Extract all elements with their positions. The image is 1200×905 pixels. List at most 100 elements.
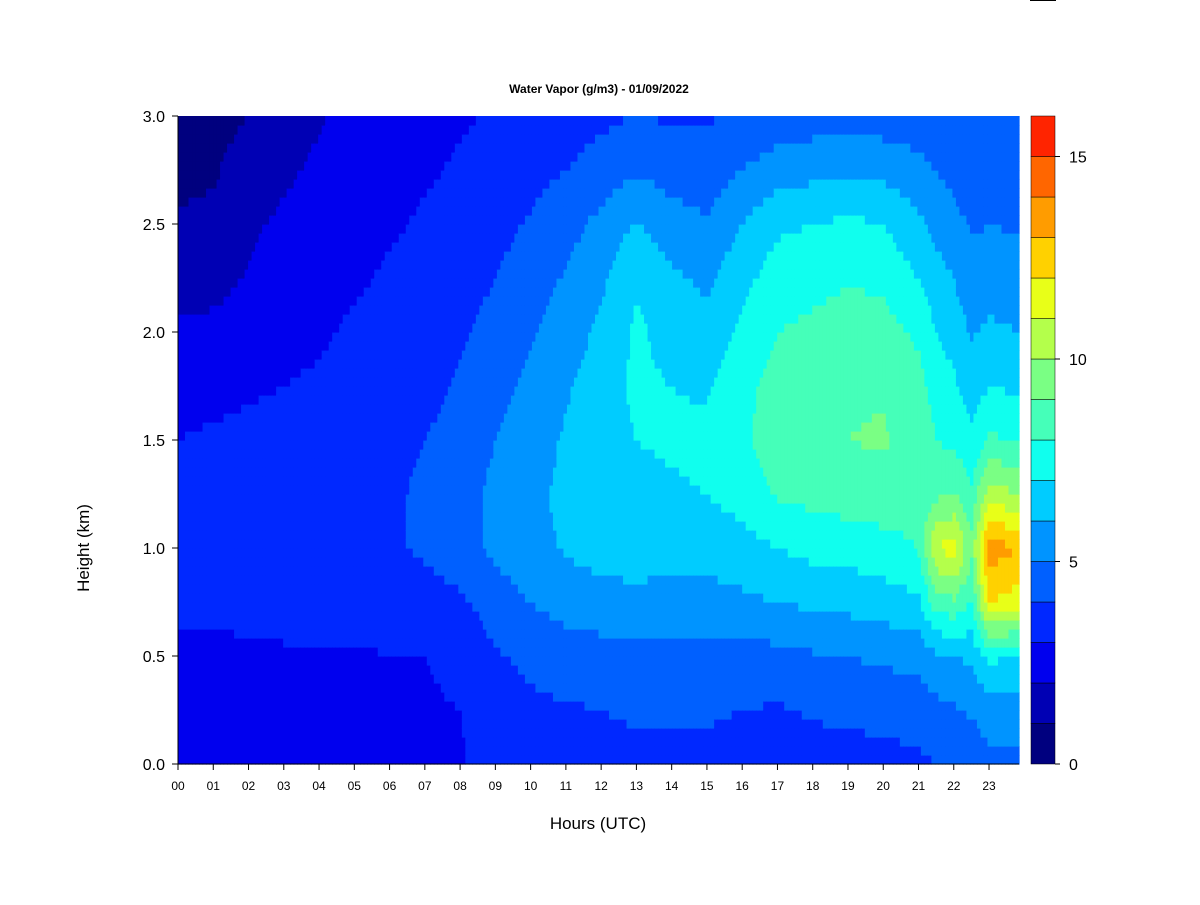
heatmap-cell xyxy=(178,278,183,288)
heatmap-cell xyxy=(279,566,284,576)
heatmap-cell xyxy=(402,206,407,216)
heatmap-cell xyxy=(181,152,186,162)
heatmap-cell xyxy=(360,431,365,441)
heatmap-cell xyxy=(248,755,253,765)
heatmap-cell xyxy=(181,260,186,270)
heatmap-cell xyxy=(213,449,218,459)
heatmap-cell xyxy=(363,629,368,639)
heatmap-cell xyxy=(209,179,214,189)
heatmap-cell xyxy=(251,242,256,252)
heatmap-cell xyxy=(206,692,211,702)
heatmap-cell xyxy=(293,215,298,225)
heatmap-cell xyxy=(374,557,379,567)
heatmap-cell xyxy=(293,134,298,144)
heatmap-cell xyxy=(220,368,225,378)
heatmap-cell xyxy=(202,674,207,684)
heatmap-cell xyxy=(398,260,403,270)
heatmap-cell xyxy=(181,278,186,288)
heatmap-cell xyxy=(293,593,298,603)
heatmap-cell xyxy=(374,710,379,720)
heatmap-cell xyxy=(283,647,288,657)
heatmap-cell xyxy=(269,305,274,315)
heatmap-cell xyxy=(374,395,379,405)
heatmap-cell xyxy=(402,377,407,387)
heatmap-cell xyxy=(360,134,365,144)
heatmap-cell xyxy=(370,206,375,216)
heatmap-cell xyxy=(185,665,190,675)
heatmap-cell xyxy=(300,368,305,378)
heatmap-cell xyxy=(223,260,228,270)
heatmap-cell xyxy=(216,242,221,252)
heatmap-cell xyxy=(356,341,361,351)
heatmap-cell xyxy=(349,377,354,387)
heatmap-cell xyxy=(258,728,263,738)
heatmap-cell xyxy=(269,458,274,468)
heatmap-cell xyxy=(321,728,326,738)
heatmap-cell xyxy=(419,566,424,576)
heatmap-cell xyxy=(293,458,298,468)
heatmap-cell xyxy=(409,638,414,648)
heatmap-cell xyxy=(199,440,204,450)
heatmap-cell xyxy=(279,404,284,414)
heatmap-cell xyxy=(227,746,232,756)
heatmap-cell xyxy=(241,260,246,270)
heatmap-cell xyxy=(213,548,218,558)
heatmap-cell xyxy=(304,449,309,459)
heatmap-cell xyxy=(391,755,396,765)
heatmap-cell xyxy=(307,755,312,765)
heatmap-cell xyxy=(213,323,218,333)
heatmap-cell xyxy=(339,125,344,135)
heatmap-cell xyxy=(304,431,309,441)
heatmap-cell xyxy=(367,566,372,576)
heatmap-cell xyxy=(307,404,312,414)
heatmap-cell xyxy=(209,674,214,684)
heatmap-cell xyxy=(318,719,323,729)
heatmap-cell xyxy=(234,728,239,738)
heatmap-cell xyxy=(342,647,347,657)
heatmap-cell xyxy=(192,566,197,576)
heatmap-cell xyxy=(293,503,298,513)
heatmap-cell xyxy=(255,548,260,558)
heatmap-cell xyxy=(272,341,277,351)
heatmap-cell xyxy=(409,332,414,342)
heatmap-cell xyxy=(272,611,277,621)
heatmap-cell xyxy=(255,314,260,324)
heatmap-cell xyxy=(276,314,281,324)
heatmap-cell xyxy=(363,485,368,495)
heatmap-cell xyxy=(332,161,337,171)
heatmap-cell xyxy=(370,539,375,549)
heatmap-cell xyxy=(244,494,249,504)
heatmap-cell xyxy=(363,593,368,603)
heatmap-cell xyxy=(290,737,295,747)
heatmap-cell xyxy=(318,503,323,513)
heatmap-cell xyxy=(283,602,288,612)
heatmap-cell xyxy=(405,404,410,414)
heatmap-cell xyxy=(349,665,354,675)
heatmap-cell xyxy=(185,494,190,504)
heatmap-cell xyxy=(367,224,372,234)
heatmap-cell xyxy=(332,278,337,288)
heatmap-cell xyxy=(370,143,375,153)
heatmap-cell xyxy=(363,440,368,450)
heatmap-cell xyxy=(293,152,298,162)
heatmap-cell xyxy=(409,260,414,270)
heatmap-cell xyxy=(307,143,312,153)
heatmap-cell xyxy=(262,503,267,513)
heatmap-cell xyxy=(391,584,396,594)
heatmap-cell xyxy=(283,566,288,576)
heatmap-cell xyxy=(374,737,379,747)
heatmap-cell xyxy=(416,629,421,639)
heatmap-cell xyxy=(384,593,389,603)
heatmap-cell xyxy=(304,719,309,729)
heatmap-cell xyxy=(199,278,204,288)
heatmap-cell xyxy=(230,206,235,216)
heatmap-cell xyxy=(230,152,235,162)
heatmap-cell xyxy=(206,305,211,315)
heatmap-cell xyxy=(367,485,372,495)
heatmap-cell xyxy=(209,278,214,288)
heatmap-cell xyxy=(367,575,372,585)
heatmap-cell xyxy=(279,485,284,495)
heatmap-cell xyxy=(195,359,200,369)
heatmap-cell xyxy=(363,548,368,558)
heatmap-cell xyxy=(328,665,333,675)
